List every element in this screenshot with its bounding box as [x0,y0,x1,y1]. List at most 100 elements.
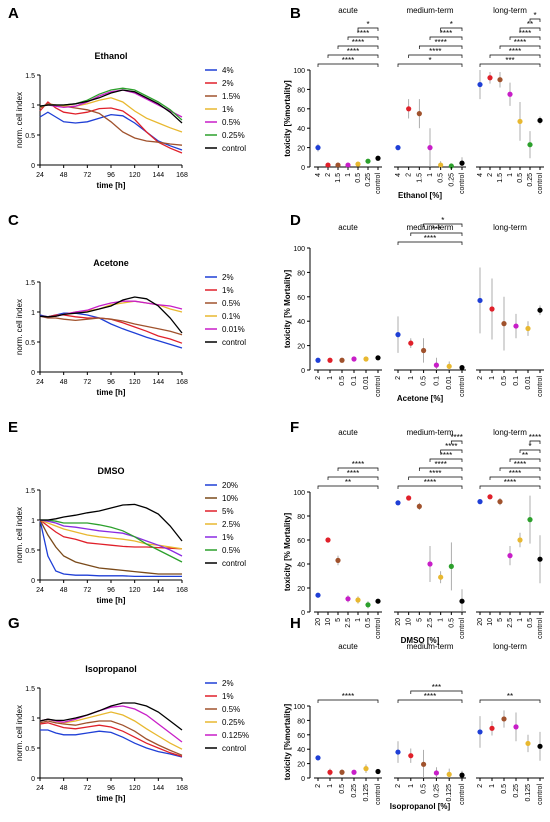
significance-bracket [410,690,463,694]
x-tick-label: 96 [107,379,115,386]
significance-stars: **** [434,38,446,47]
legend-label: 10% [222,494,238,503]
y-tick-label: 0.5 [25,746,35,753]
x-tick-label: 2 [487,173,494,177]
x-tick-label: control [537,173,544,194]
significance-stars: **** [514,460,526,469]
x-tick-label: 144 [152,379,164,386]
group-title: medium-term [406,642,453,651]
data-point [345,596,351,602]
x-tick-label: 96 [107,172,115,179]
significance-stars: **** [434,460,446,469]
x-tick-label: 120 [129,379,141,386]
y-tick-label: 100 [293,704,305,711]
significance-bracket [450,440,463,444]
significance-stars: **** [440,451,452,460]
data-point [537,556,543,562]
data-point [525,325,531,332]
significance-bracket [499,45,541,49]
x-tick-label: control [375,173,382,194]
x-tick-label: 20 [395,618,402,626]
data-point [327,357,333,363]
significance-stars: **** [504,478,516,487]
data-point [375,355,381,361]
y-tick-label: 100 [293,68,305,75]
x-tick-label: 96 [107,785,115,792]
y-tick-label: 20 [297,344,305,351]
y-tick-label: 80 [297,87,305,94]
legend-label: 0.5% [222,118,240,127]
y-tick-label: 0 [301,776,305,783]
data-point [406,106,412,112]
x-tick-label: 0.5 [365,618,372,628]
data-point [408,753,414,759]
x-tick-label: 72 [83,587,91,594]
series-line-control [40,503,183,542]
x-tick-label: 0.5 [339,784,346,794]
data-point [365,158,371,164]
significance-stars: ** [507,692,513,701]
legend-label: 2% [222,79,234,88]
panel-letter-H: H [290,615,301,632]
data-point [433,362,439,368]
y-axis-label: toxicity [% Mortality] [283,513,292,592]
x-tick-label: 0.5 [527,618,534,628]
series-line-2pct [40,729,183,758]
x-tick-label: 1 [408,376,415,380]
y-tick-label: 100 [293,246,305,253]
y-tick-label: 40 [297,747,305,754]
y-tick-label: 1 [31,518,35,525]
data-point [335,162,341,168]
significance-stars: **** [352,38,364,47]
data-point [446,771,452,778]
y-tick-label: 100 [293,490,305,497]
data-point [408,340,414,346]
x-tick-label: 0.5 [421,784,428,794]
x-tick-label: 0.25 [433,784,440,798]
x-tick-label: 2 [395,784,402,788]
data-point [513,724,519,730]
significance-bracket [440,27,463,31]
x-tick-label: 10 [325,618,332,626]
x-tick-label: 10 [487,618,494,626]
x-tick-label: 72 [83,785,91,792]
data-point [395,749,401,755]
x-tick-label: 120 [129,785,141,792]
x-tick-label: 0.125 [363,784,370,802]
data-point [459,160,465,166]
x-tick-label: 168 [176,379,188,386]
series-line-10pct [39,519,182,575]
x-tick-label: 1 [408,784,415,788]
y-tick-label: 0 [301,610,305,617]
x-tick-label: 0.25 [513,784,520,798]
significance-bracket [509,36,541,40]
data-point [351,356,357,362]
y-tick-label: 1 [31,310,35,317]
data-point [501,716,507,722]
data-point [497,499,503,505]
data-point [421,347,427,354]
legend-label: control [222,338,246,347]
data-point [527,517,533,523]
significance-bracket [337,45,379,49]
series-line-4pct [39,111,183,151]
x-tick-label: 1 [507,173,514,177]
significance-bracket [499,467,541,471]
significance-bracket [529,18,541,22]
data-point [315,592,321,598]
data-point [438,574,444,580]
significance-bracket [479,485,541,489]
y-tick-label: 1 [31,103,35,110]
data-point [459,364,465,371]
x-tick-label: 2.5 [345,618,352,628]
x-tick-label: 0.01 [525,376,532,390]
x-tick-label: 1.5 [497,173,504,183]
data-point [525,740,531,747]
x-tick-label: 0.25 [448,173,455,187]
data-point [487,75,493,81]
x-tick-label: 4 [315,173,322,177]
series-line-0p5pct [39,315,183,336]
significance-bracket [479,63,541,67]
legend-label: control [222,144,246,153]
